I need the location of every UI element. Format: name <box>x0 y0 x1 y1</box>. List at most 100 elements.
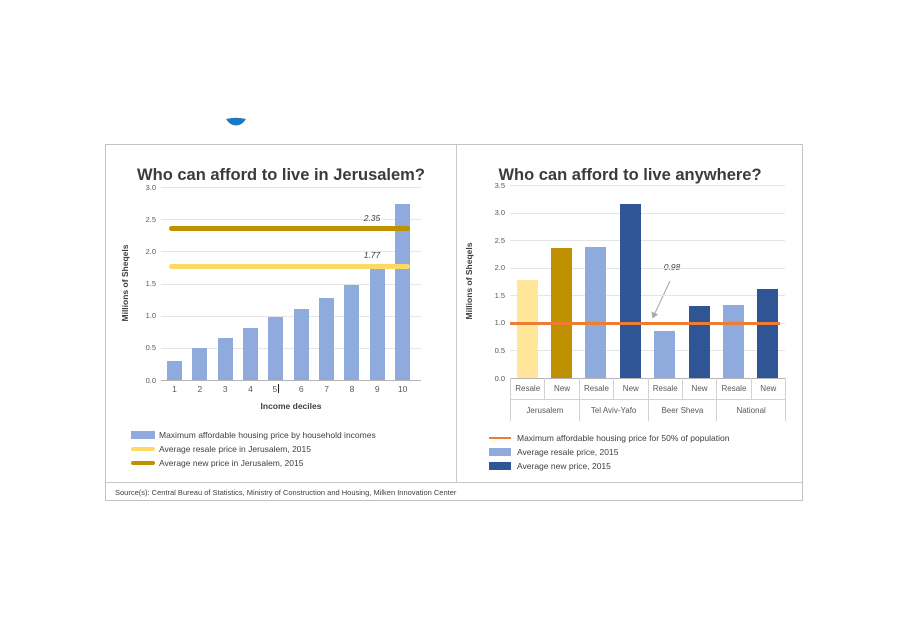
y-tick-label: 0.0 <box>145 375 156 385</box>
x-cell-new-5: New <box>681 378 717 400</box>
x-cell-resale-2: Resale <box>578 378 614 400</box>
line-swatch <box>131 460 155 465</box>
chart-title-anywhere: Who can afford to live anywhere? <box>498 165 762 184</box>
bar-6-5 <box>293 309 309 380</box>
y-tick-label: 2.0 <box>145 246 156 256</box>
legend-item: Average resale price in Jerusalem, 2015 <box>131 443 441 455</box>
legend-label: Average resale price in Jerusalem, 2015 <box>159 444 311 454</box>
text-cursor <box>278 384 280 393</box>
gridline <box>510 295 785 297</box>
x-tick-label: 5 <box>272 384 280 394</box>
x-axis-title: Income deciles <box>260 401 322 411</box>
x-tick-label: 6 <box>298 384 304 394</box>
logo-crescent-icon <box>226 117 246 126</box>
legend-item: Average new price, 2015 <box>489 460 799 472</box>
legend-item: Maximum affordable housing price by hous… <box>131 429 441 441</box>
line-swatch <box>131 446 155 451</box>
ref-line-value: 2.35 <box>363 212 381 223</box>
x-tick-label: 10 <box>397 384 408 394</box>
bar-New-7 <box>757 288 779 378</box>
x-table-right-edge <box>784 378 786 421</box>
bar-4-3 <box>243 327 259 380</box>
y-tick-label: 0.0 <box>494 373 505 383</box>
gridline <box>161 283 421 285</box>
legend-label: Maximum affordable housing price by hous… <box>159 430 376 440</box>
x-cell-resale-0: Resale <box>510 378 545 400</box>
x-cell-resale-4: Resale <box>647 378 682 400</box>
bar-Resale-6 <box>722 304 744 378</box>
legend-label: Maximum affordable housing price for 50%… <box>517 432 730 443</box>
y-tick-label: 3.0 <box>145 182 156 192</box>
x-cell-new-7: New <box>750 378 785 400</box>
gridline <box>161 315 421 317</box>
bar-5-4 <box>268 316 284 380</box>
legend-item: Average new price in Jerusalem, 2015 <box>131 457 441 469</box>
gridline <box>510 350 785 352</box>
ref-line-callout-value: 0.98 <box>650 262 694 272</box>
y-tick-label: 2.5 <box>494 235 505 245</box>
x-cell-new-3: New <box>613 378 648 400</box>
x-group-national: National <box>716 400 785 421</box>
legend-item: Average resale price, 2015 <box>489 446 799 458</box>
gridline <box>510 212 785 214</box>
bar-2-1 <box>192 347 208 380</box>
line-swatch <box>489 436 511 439</box>
y-tick-label: 0.5 <box>145 343 156 353</box>
x-tick-label: 3 <box>222 384 228 394</box>
rect-swatch <box>489 461 511 470</box>
ref-line-value: 1.77 <box>363 250 381 261</box>
x-group-beer-sheva: Beer Sheva <box>647 400 717 421</box>
bar-New-1 <box>550 248 572 378</box>
chart-title-jerusalem: Who can afford to live in Jerusalem? <box>137 165 425 184</box>
ref-line-0.98 <box>510 322 780 326</box>
y-tick-label: 1.5 <box>145 279 156 288</box>
legend-item: Maximum affordable housing price for 50%… <box>489 432 799 444</box>
ref-line-1.77 <box>169 263 410 269</box>
legend-label: Average new price in Jerusalem, 2015 <box>159 458 304 468</box>
x-tick-label: 7 <box>324 384 329 394</box>
x-tick-label: 9 <box>374 384 380 394</box>
bar-Resale-0 <box>516 280 538 378</box>
rect-swatch <box>489 447 511 456</box>
x-cell-new-1: New <box>544 378 579 400</box>
source-note: Source(s): Central Bureau of Statistics,… <box>115 487 457 497</box>
gridline <box>161 251 421 253</box>
bar-10-9 <box>395 204 411 380</box>
x-tick-label: 2 <box>197 384 203 394</box>
x-cell-resale-6: Resale <box>716 378 751 400</box>
panel-jerusalem: Who can afford to live in Jerusalem? Mil… <box>106 145 456 482</box>
y-tick-label: 1.0 <box>145 311 156 321</box>
gridline <box>510 240 785 242</box>
legend-label: Average resale price, 2015 <box>517 446 619 457</box>
y-tick-label: 2.5 <box>145 214 156 224</box>
x-group-tel-aviv-yafo: Tel Aviv-Yafo <box>578 400 648 421</box>
bar-Resale-2 <box>585 246 607 378</box>
charts-panel: Who can afford to live in Jerusalem? Mil… <box>105 144 803 501</box>
gridline <box>510 267 785 269</box>
y-tick-label: 1.0 <box>494 318 505 328</box>
x-tick-label: 1 <box>172 384 177 394</box>
gridline <box>161 219 421 221</box>
bar-1-0 <box>167 360 182 380</box>
y-tick-label: 1.5 <box>494 290 505 300</box>
gridline <box>161 187 421 188</box>
x-axis-line <box>161 380 421 381</box>
y-tick-label: 3.5 <box>494 180 505 190</box>
y-tick-label: 2.0 <box>494 263 505 273</box>
gridline <box>510 185 785 186</box>
bar-8-7 <box>344 285 360 380</box>
y-tick-label: 0.5 <box>494 345 505 355</box>
gridline <box>161 347 421 349</box>
bar-Resale-4 <box>654 331 676 378</box>
bar-9-8 <box>369 264 385 380</box>
y-axis-title: Millions of Sheqels <box>464 242 474 320</box>
bar-3-2 <box>217 337 233 380</box>
x-tick-label: 8 <box>349 384 355 394</box>
x-tick-label: 4 <box>248 384 253 394</box>
bar-New-5 <box>688 306 710 378</box>
bar-7-6 <box>319 298 335 380</box>
x-group-jerusalem: Jerusalem <box>510 400 579 421</box>
ref-line-2.35 <box>169 226 410 232</box>
rect-swatch <box>131 431 155 439</box>
